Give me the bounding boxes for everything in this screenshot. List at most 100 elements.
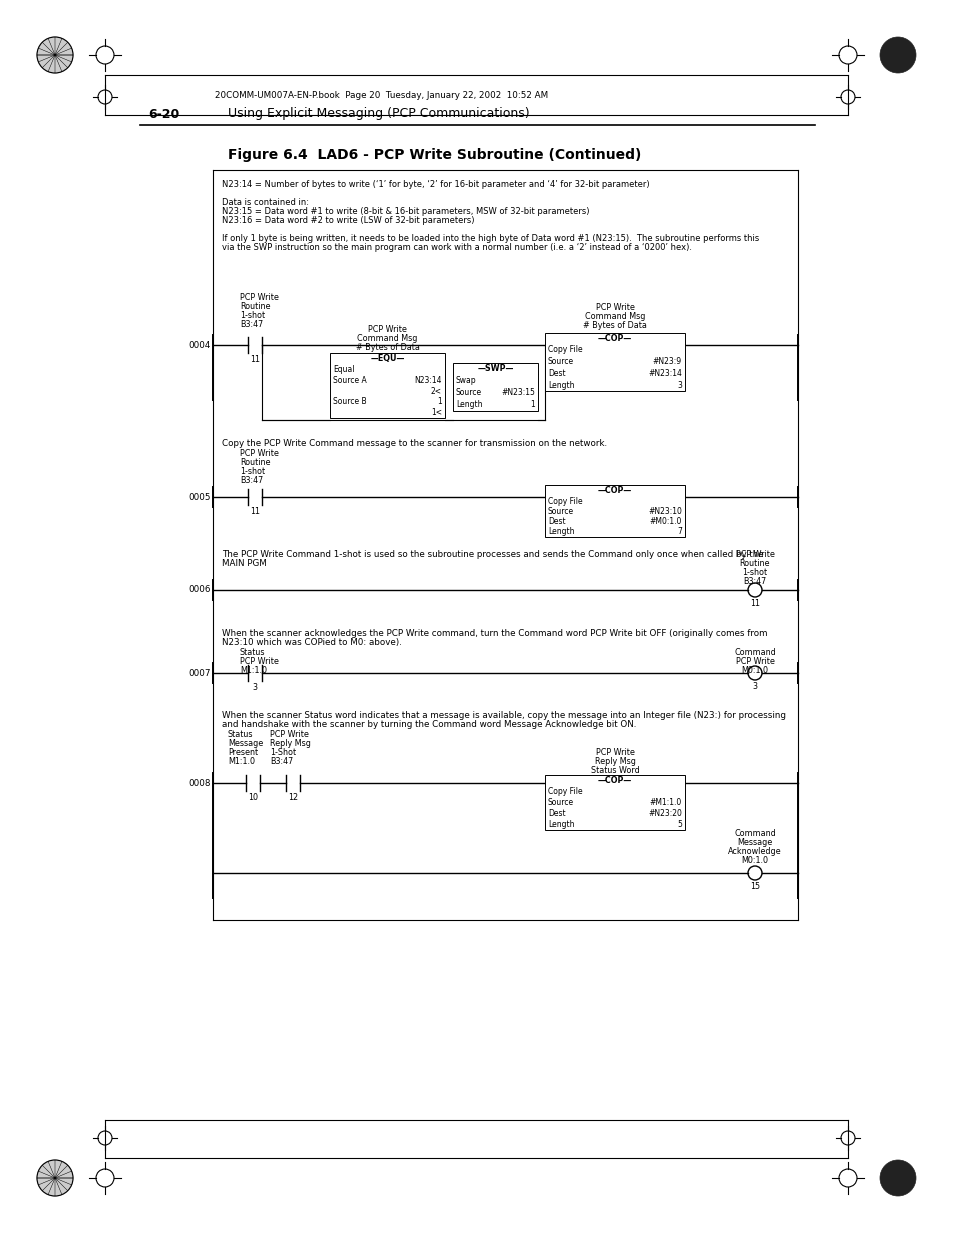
Text: via the SWP instruction so the main program can work with a normal number (i.e. : via the SWP instruction so the main prog… bbox=[222, 243, 691, 252]
Text: Command: Command bbox=[734, 829, 775, 839]
Text: Present: Present bbox=[228, 748, 258, 757]
Text: Length: Length bbox=[547, 527, 574, 536]
Text: 1: 1 bbox=[530, 400, 535, 409]
Text: PCP Write: PCP Write bbox=[595, 748, 634, 757]
Text: PCP Write: PCP Write bbox=[595, 303, 634, 312]
Text: 5: 5 bbox=[677, 820, 681, 829]
Text: Length: Length bbox=[456, 400, 482, 409]
Text: 1: 1 bbox=[436, 398, 441, 406]
Text: # Bytes of Data: # Bytes of Data bbox=[582, 321, 646, 330]
Text: Routine: Routine bbox=[739, 559, 769, 568]
Text: Copy the PCP Write Command message to the scanner for transmission on the networ: Copy the PCP Write Command message to th… bbox=[222, 438, 606, 448]
Text: N23:15 = Data word #1 to write (8-bit & 16-bit parameters, MSW of 32-bit paramet: N23:15 = Data word #1 to write (8-bit & … bbox=[222, 207, 589, 216]
Text: 7: 7 bbox=[677, 527, 681, 536]
Text: Copy File: Copy File bbox=[547, 787, 582, 797]
Text: Source A: Source A bbox=[333, 375, 366, 384]
Bar bbox=[544, 485, 684, 537]
Text: B3:47: B3:47 bbox=[742, 577, 766, 585]
Text: PCP Write: PCP Write bbox=[240, 657, 278, 666]
Text: Status: Status bbox=[228, 730, 253, 739]
Text: 0005: 0005 bbox=[189, 493, 211, 501]
Text: Status Word: Status Word bbox=[590, 766, 639, 776]
Text: Source B: Source B bbox=[333, 398, 366, 406]
Text: Acknowledge: Acknowledge bbox=[727, 847, 781, 856]
Text: 11: 11 bbox=[749, 599, 760, 608]
Bar bbox=[330, 353, 444, 417]
Text: When the scanner acknowledges the PCP Write command, turn the Command word PCP W: When the scanner acknowledges the PCP Wr… bbox=[222, 629, 767, 638]
Text: Routine: Routine bbox=[240, 303, 271, 311]
Bar bbox=[544, 333, 684, 391]
Text: Swap: Swap bbox=[456, 375, 476, 384]
Text: 6-20: 6-20 bbox=[148, 107, 179, 121]
Text: Dest: Dest bbox=[547, 517, 565, 526]
Text: 20COMM-UM007A-EN-P.book  Page 20  Tuesday, January 22, 2002  10:52 AM: 20COMM-UM007A-EN-P.book Page 20 Tuesday,… bbox=[214, 90, 548, 100]
Text: Copy File: Copy File bbox=[547, 496, 582, 505]
Text: —COP—: —COP— bbox=[598, 333, 632, 343]
Text: M1:1.0: M1:1.0 bbox=[228, 757, 254, 766]
Bar bbox=[453, 363, 537, 411]
Text: Command Msg: Command Msg bbox=[357, 333, 417, 343]
Text: #M1:1.0: #M1:1.0 bbox=[649, 798, 681, 806]
Text: 1-Shot: 1-Shot bbox=[270, 748, 295, 757]
Text: Source: Source bbox=[547, 798, 574, 806]
Text: PCP Write: PCP Write bbox=[240, 450, 278, 458]
Text: Copy File: Copy File bbox=[547, 346, 582, 354]
Text: N23:10 which was COPied to M0: above).: N23:10 which was COPied to M0: above). bbox=[222, 638, 401, 647]
Text: —COP—: —COP— bbox=[598, 487, 632, 495]
Text: MAIN PGM: MAIN PGM bbox=[222, 559, 267, 568]
Bar bbox=[544, 776, 684, 830]
Text: The PCP Write Command 1-shot is used so the subroutine processes and sends the C: The PCP Write Command 1-shot is used so … bbox=[222, 550, 762, 559]
Text: Length: Length bbox=[547, 380, 574, 389]
Text: Reply Msg: Reply Msg bbox=[270, 739, 311, 748]
Text: B3:47: B3:47 bbox=[270, 757, 293, 766]
Text: 1-shot: 1-shot bbox=[240, 467, 265, 475]
Text: Command: Command bbox=[734, 648, 775, 657]
Text: PCP Write: PCP Write bbox=[270, 730, 309, 739]
Text: M0:1.0: M0:1.0 bbox=[740, 856, 768, 864]
Text: 15: 15 bbox=[749, 882, 760, 890]
Text: 1-shot: 1-shot bbox=[240, 311, 265, 320]
Text: 0007: 0007 bbox=[189, 668, 211, 678]
Text: Length: Length bbox=[547, 820, 574, 829]
Text: N23:14: N23:14 bbox=[414, 375, 441, 384]
Text: B3:47: B3:47 bbox=[240, 320, 263, 329]
Text: PCP Write: PCP Write bbox=[240, 293, 278, 303]
Text: Message: Message bbox=[737, 839, 772, 847]
Text: Source: Source bbox=[456, 388, 481, 396]
Text: 11: 11 bbox=[250, 354, 260, 364]
Text: Dest: Dest bbox=[547, 809, 565, 818]
Text: Reply Msg: Reply Msg bbox=[594, 757, 635, 766]
Text: Status: Status bbox=[240, 648, 265, 657]
Text: 12: 12 bbox=[288, 793, 297, 802]
Text: M1:1.0: M1:1.0 bbox=[240, 666, 267, 676]
Text: Dest: Dest bbox=[547, 369, 565, 378]
Text: #N23:20: #N23:20 bbox=[647, 809, 681, 818]
Text: Command Msg: Command Msg bbox=[584, 312, 644, 321]
Text: If only 1 byte is being written, it needs to be loaded into the high byte of Dat: If only 1 byte is being written, it need… bbox=[222, 233, 759, 243]
Text: 0006: 0006 bbox=[189, 585, 211, 594]
Text: # Bytes of Data: # Bytes of Data bbox=[355, 343, 419, 352]
Text: 0004: 0004 bbox=[189, 341, 211, 350]
Text: 0008: 0008 bbox=[189, 778, 211, 788]
Text: Using Explicit Messaging (PCP Communications): Using Explicit Messaging (PCP Communicat… bbox=[228, 107, 529, 121]
Text: 1<: 1< bbox=[431, 408, 441, 417]
Text: #N23:14: #N23:14 bbox=[647, 369, 681, 378]
Text: and handshake with the scanner by turning the Command word Message Acknowledge b: and handshake with the scanner by turnin… bbox=[222, 720, 636, 729]
Text: —SWP—: —SWP— bbox=[476, 364, 513, 373]
Text: 2<: 2< bbox=[431, 387, 441, 395]
Text: PCP Write: PCP Write bbox=[735, 550, 774, 559]
Text: When the scanner Status word indicates that a message is available, copy the mes: When the scanner Status word indicates t… bbox=[222, 711, 785, 720]
Polygon shape bbox=[37, 1160, 73, 1195]
Text: N23:16 = Data word #2 to write (LSW of 32-bit parameters): N23:16 = Data word #2 to write (LSW of 3… bbox=[222, 216, 474, 225]
Text: Message: Message bbox=[228, 739, 263, 748]
Circle shape bbox=[879, 37, 915, 73]
Text: 3: 3 bbox=[752, 682, 757, 692]
Text: 1-shot: 1-shot bbox=[741, 568, 767, 577]
Text: 3: 3 bbox=[677, 380, 681, 389]
Text: —COP—: —COP— bbox=[598, 776, 632, 785]
Text: PCP Write: PCP Write bbox=[368, 325, 407, 333]
Text: M0:1.0: M0:1.0 bbox=[740, 666, 768, 676]
Text: 11: 11 bbox=[250, 508, 260, 516]
Text: Data is contained in:: Data is contained in: bbox=[222, 198, 309, 207]
Text: #N23:15: #N23:15 bbox=[500, 388, 535, 396]
